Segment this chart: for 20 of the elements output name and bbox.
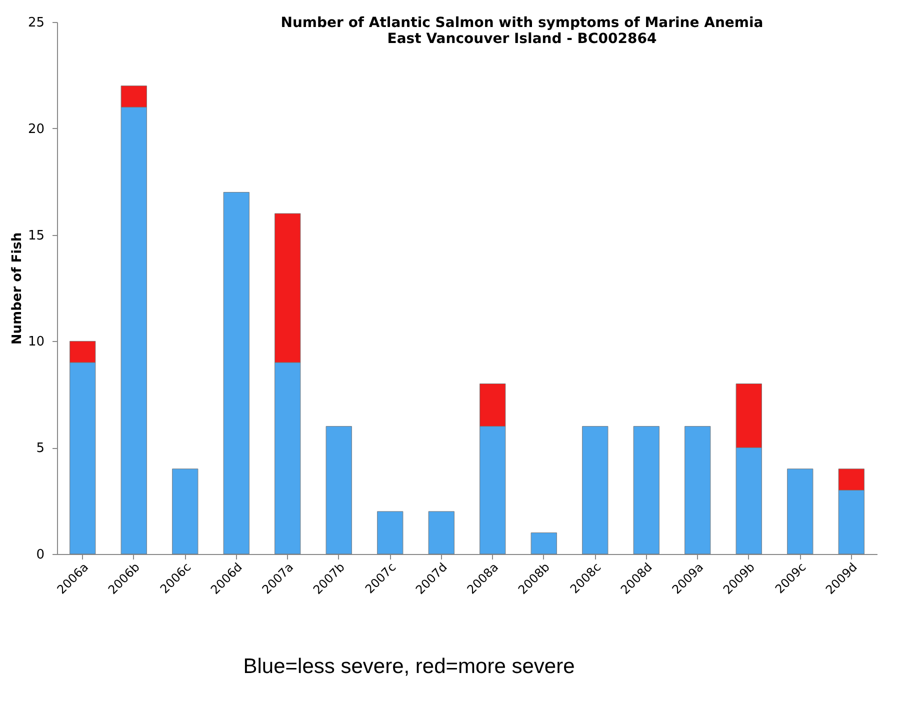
bar — [377, 511, 404, 554]
bar — [582, 426, 608, 554]
y-tick-label: 5 — [36, 441, 44, 456]
text: Number of Atlantic Salmon with symptoms of Marine Anemia — [280, 15, 764, 31]
y-tick-label: 10 — [28, 334, 44, 350]
bar — [223, 192, 250, 554]
bar — [172, 468, 198, 554]
bar — [787, 468, 814, 554]
bar — [684, 426, 711, 554]
bar — [428, 511, 454, 554]
bar — [326, 426, 352, 554]
bar — [530, 532, 557, 554]
y-tick-label: 25 — [28, 16, 44, 30]
text: Blue=less severe, red=more severe — [242, 655, 576, 679]
y-tick-label: 15 — [28, 228, 44, 244]
y-tick-label: 0 — [36, 548, 44, 562]
text: East Vancouver Island - BC002864 — [387, 31, 657, 47]
y-tick-label: 20 — [28, 122, 44, 137]
y-axis-title: Number of Fish — [10, 232, 25, 345]
bar — [633, 426, 660, 554]
